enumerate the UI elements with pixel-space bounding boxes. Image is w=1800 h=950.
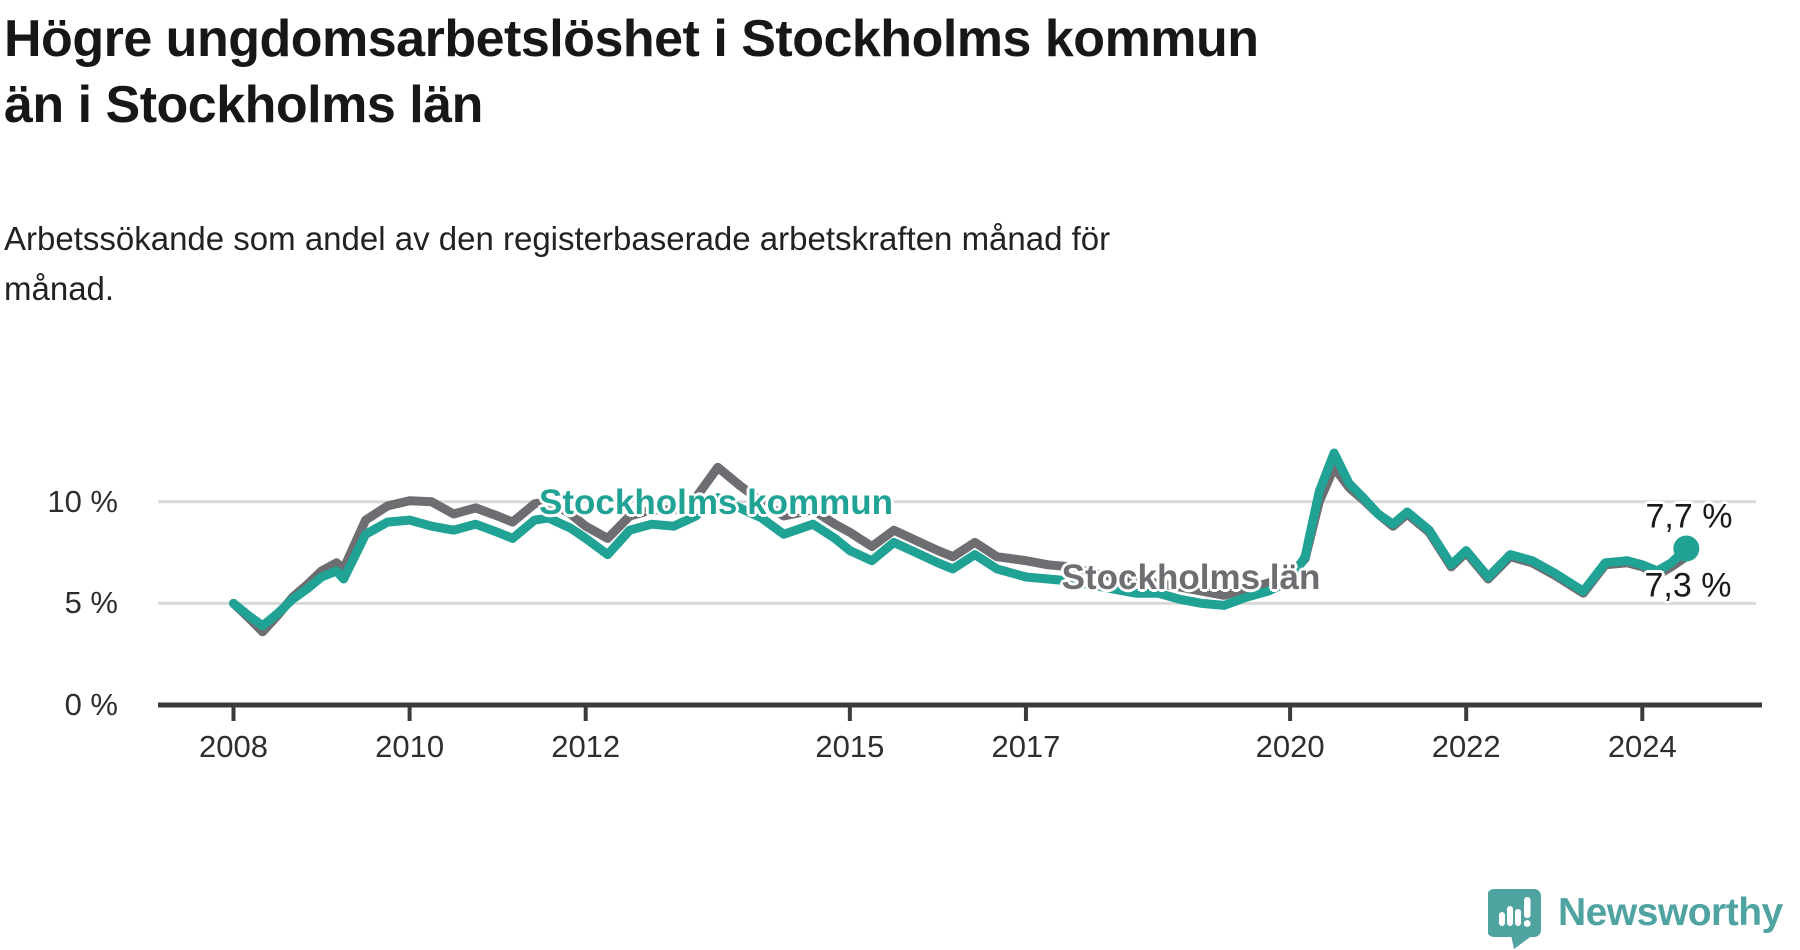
x-axis-tick-label-2012: 2012 [551, 729, 621, 764]
logo-bubble-tail [1511, 935, 1533, 949]
logo-bar-1 [1499, 912, 1505, 926]
page-title: Högre ungdomsarbetslöshet i Stockholms k… [4, 6, 1564, 138]
logo-exclamation-dot [1523, 920, 1531, 927]
x-axis-tick-label-2024: 2024 [1607, 729, 1677, 764]
x-axis-tick-label-2017: 2017 [991, 729, 1061, 764]
chart-subtitle-line1: Arbetssökande som andel av den registerb… [4, 220, 1111, 257]
end-point-marker-kommun [1673, 535, 1700, 562]
x-axis-tick-label-2015: 2015 [815, 729, 885, 764]
logo-bar-3 [1515, 909, 1521, 926]
x-axis-tick-label-2010: 2010 [375, 729, 445, 764]
logo-exclamation-stem [1524, 897, 1531, 918]
series-label-stockholms-lan: Stockholms län [1061, 558, 1321, 597]
chart-subtitle: Arbetssökande som andel av den registerb… [4, 214, 1504, 314]
newsworthy-logo-icon [1488, 889, 1541, 949]
x-axis-tick-label-2008: 2008 [199, 729, 268, 764]
x-axis-tick-label-2020: 2020 [1255, 729, 1325, 764]
end-value-label-lan: 7,3 % [1644, 566, 1732, 605]
series-label-stockholms-kommun: Stockholms kommun [539, 483, 893, 522]
end-value-label-kommun: 7,7 % [1645, 497, 1733, 536]
series-line-kommun [229, 448, 1691, 631]
page-title-line1: Högre ungdomsarbetslöshet i Stockholms k… [4, 10, 1259, 68]
logo-bar-2 [1507, 906, 1513, 926]
y-axis-tick-label-5pct: 5 % [64, 585, 118, 621]
page-title-line2: än i Stockholms län [4, 76, 483, 134]
x-axis-tick-label-2022: 2022 [1431, 729, 1501, 764]
logo-bubble-shape [1488, 889, 1541, 937]
y-axis-tick-label-10pct: 10 % [47, 483, 118, 519]
y-axis-tick-label-0pct: 0 % [64, 687, 118, 722]
chart-subtitle-line2: månad. [4, 270, 115, 307]
newsworthy-brand-text: Newsworthy [1558, 891, 1783, 934]
